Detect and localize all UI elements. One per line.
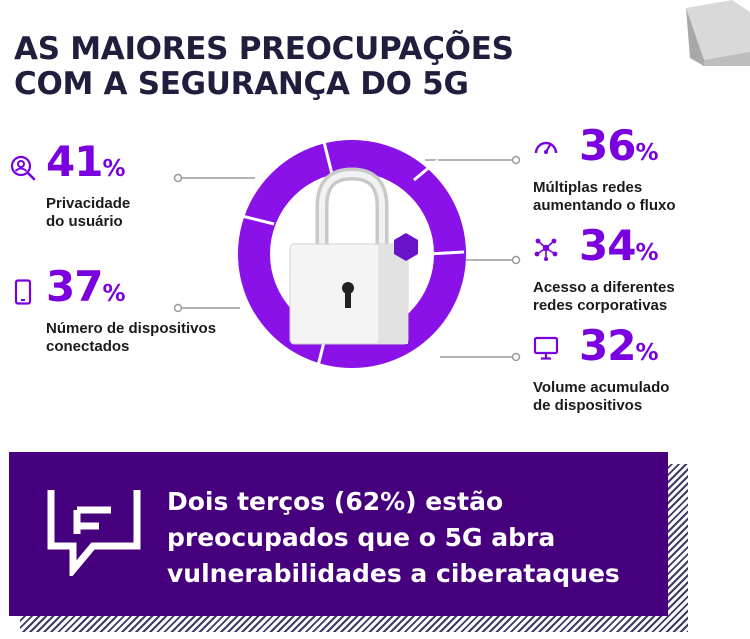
stat-percentage: 41% — [46, 140, 126, 191]
stat-percentage: 37% — [46, 265, 126, 316]
stat-corporate-networks: 34% Acesso a diferentes redes corporativ… — [533, 224, 675, 315]
stat-value: 36 — [579, 121, 636, 170]
banner-line-2: preocupados que o 5G abra — [167, 523, 556, 552]
stat-accumulated-devices: 32% Volume acumulado de dispositivos — [533, 324, 669, 415]
speedometer-icon — [534, 141, 558, 154]
title-line-2: COM A SEGURANÇA DO 5G — [14, 66, 469, 102]
cube-decoration — [686, 0, 750, 66]
stat-value: 37 — [46, 262, 103, 311]
monitor-icon — [533, 336, 559, 360]
stat-multiple-networks: 36% Múltiplas redes aumentando o fluxo — [533, 124, 676, 215]
title-line-1: AS MAIORES PREOCUPAÇÕES — [14, 31, 514, 67]
percent-sign: % — [635, 140, 659, 166]
network-nodes-icon — [534, 238, 558, 261]
stat-label: Acesso a diferentes redes corporativas — [533, 279, 675, 314]
stat-percentage: 34% — [579, 224, 659, 275]
page-title: AS MAIORES PREOCUPAÇÕES COM A SEGURANÇA … — [14, 32, 514, 102]
donut-ring — [238, 140, 466, 368]
percent-sign: % — [102, 156, 126, 182]
percent-sign: % — [635, 340, 659, 366]
percent-sign: % — [102, 281, 126, 307]
chat-document-icon — [47, 490, 141, 576]
banner-text: Dois terços (62%) estão preocupados que … — [167, 484, 657, 592]
banner-line-3: vulnerabilidades a ciberataques — [167, 559, 620, 588]
stat-label: Número de dispositivos conectados — [46, 320, 217, 355]
stat-percentage: 36% — [579, 124, 659, 175]
user-search-icon — [10, 155, 36, 180]
stat-label: Privacidade do usuário — [46, 195, 131, 230]
stat-percentage: 32% — [579, 324, 659, 375]
stat-label: Volume acumulado de dispositivos — [533, 379, 670, 414]
stat-user-privacy: 41% Privacidade do usuário — [10, 140, 130, 231]
percent-sign: % — [635, 240, 659, 266]
stat-label: Múltiplas redes aumentando o fluxo — [533, 179, 676, 214]
padlock-icon — [289, 167, 418, 345]
stat-connected-devices: 37% Número de dispositivos conectados — [10, 265, 216, 356]
stat-value: 34 — [579, 221, 636, 270]
smartphone-icon — [14, 278, 32, 305]
summary-banner: Dois terços (62%) estão preocupados que … — [9, 452, 668, 616]
stat-value: 41 — [46, 137, 103, 186]
stat-value: 32 — [579, 321, 636, 370]
banner-line-1: Dois terços (62%) estão — [167, 487, 504, 516]
